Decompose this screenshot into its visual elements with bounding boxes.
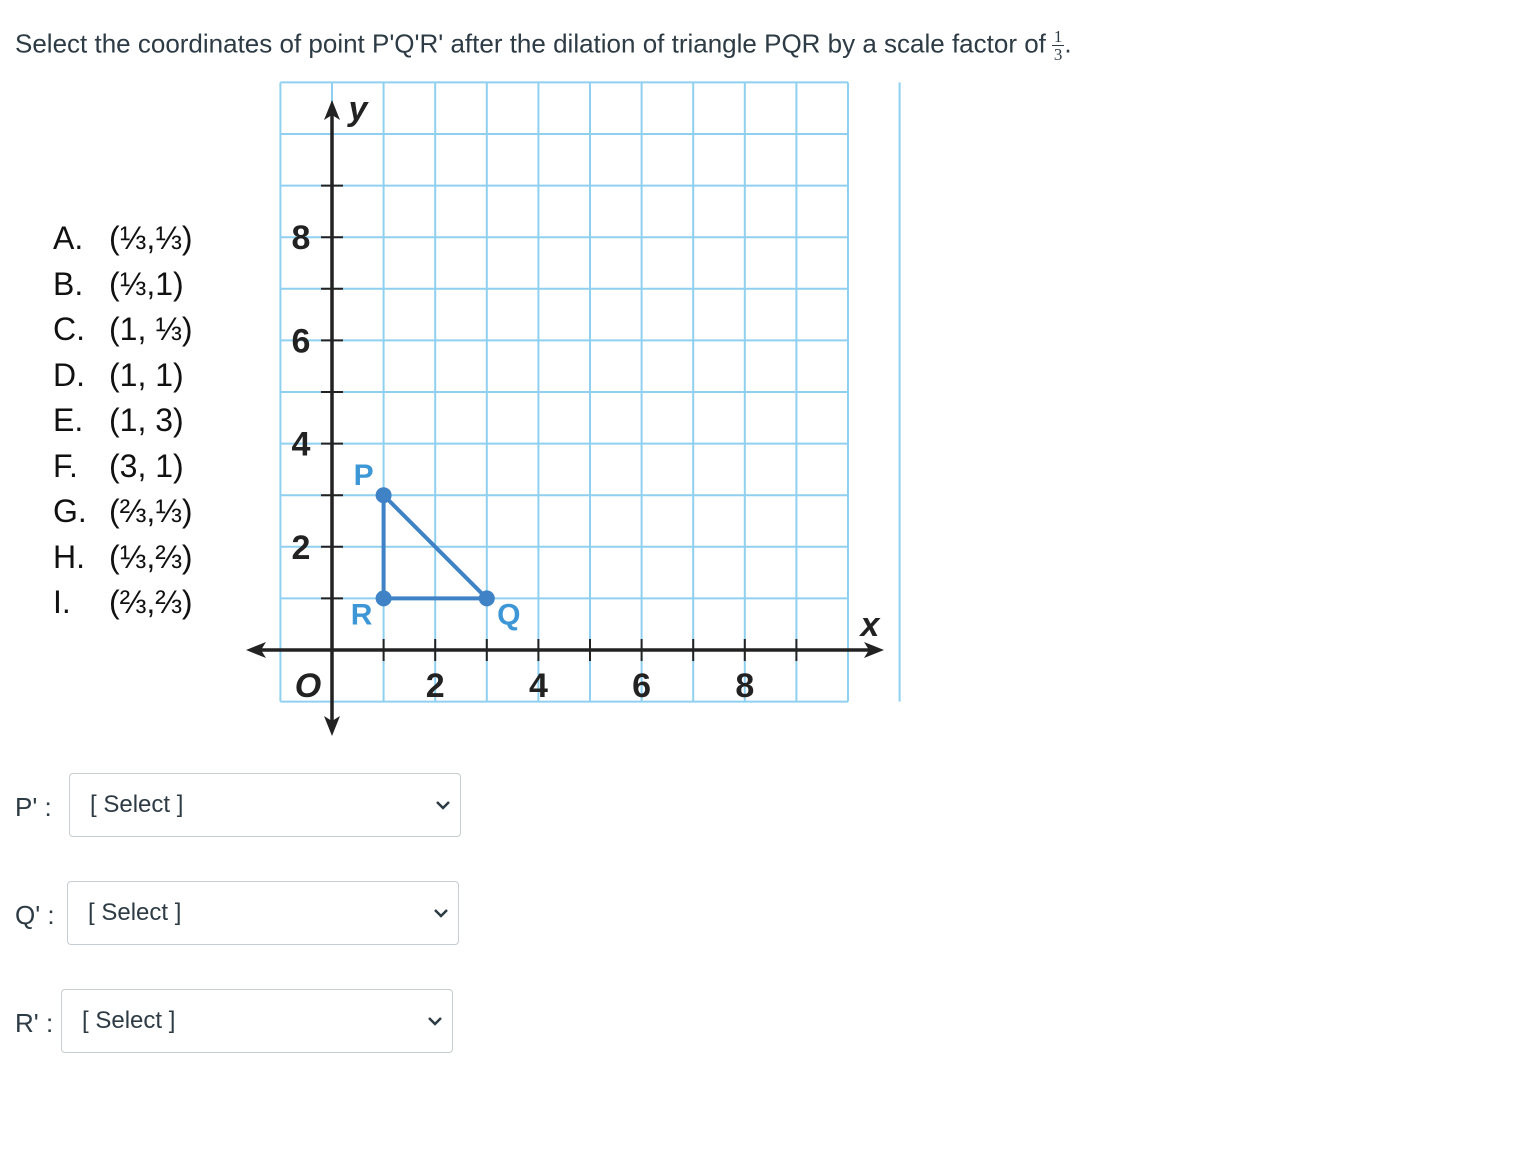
fraction-denominator: 3 [1053,45,1063,64]
option-letter: F. [53,447,78,484]
select-r-prime[interactable]: [ Select ] [61,989,453,1053]
chevron-down-icon [434,909,448,918]
vertex-label-r: R [351,598,373,631]
option-value: (⅓,⅓) [109,220,193,256]
vertex-label-q: Q [497,598,520,631]
option-item: H. (⅓,⅔) [53,535,193,581]
option-item: E. (1, 3) [53,398,193,444]
y-axis-arrow-up [324,100,340,120]
x-axis-arrow-left [246,642,266,658]
x-tick-label: 6 [632,667,651,705]
option-item: D. (1, 1) [53,353,193,399]
answer-row-q: Q' : [15,900,55,931]
origin-label: O [295,667,321,705]
answer-label-q: Q' : [15,900,55,930]
answer-label-r: R' : [15,1008,54,1038]
option-item: G. (⅔,⅓) [53,489,193,535]
option-value: (⅓,⅔) [109,538,193,575]
option-item: I. (⅔,⅔) [53,580,193,626]
y-axis-label: y [347,90,370,128]
y-tick-label: 8 [292,219,311,257]
triangle-pqr [381,490,492,601]
x-tick-label: 8 [735,667,754,705]
y-tick-label: 2 [292,529,311,567]
option-letter: E. [53,402,84,438]
select-p-prime[interactable]: [ Select ] [69,773,461,837]
vertex-r [375,590,392,607]
option-value: (1, 3) [109,402,184,438]
option-value: (1, 1) [109,356,184,393]
y-axis-arrow-down [324,716,340,736]
vertex-p [375,487,392,504]
select-value: [ Select ] [82,1007,176,1034]
coordinate-graph: 2 4 6 8 2 4 6 8 Ox y P Q R [246,81,901,736]
x-tick-label: 4 [529,667,548,705]
chevron-down-icon [428,1017,442,1026]
option-value: (⅓,1) [109,265,184,302]
option-item: B. (⅓,1) [53,262,193,308]
vertex-label-p: P [354,459,374,492]
chevron-down-icon [436,801,450,810]
x-axis-arrow-right [864,642,884,658]
question-period: . [1064,28,1072,59]
option-letter: I. [53,584,71,620]
x-axis-label: x [859,606,882,644]
option-value: (⅔,⅔) [109,584,193,620]
vertex-q [478,590,495,607]
question-prompt: Select the coordinates of point P'Q'R' a… [15,28,1046,59]
answer-label-p: P' : [15,792,52,822]
y-tick-label: 6 [292,322,311,360]
option-letter: C. [53,311,85,347]
option-value: (3, 1) [109,447,184,484]
option-letter: D. [53,356,85,393]
y-tick-label: 4 [292,426,311,464]
option-letter: A. [53,220,84,256]
option-letter: G. [53,493,87,529]
option-item: C. (1, ⅓) [53,307,193,353]
select-q-prime[interactable]: [ Select ] [67,881,459,945]
answer-row-p: P' : [15,792,52,823]
option-item: A. (⅓,⅓) [53,216,193,262]
x-tick-label: 2 [426,667,445,705]
option-letter: H. [53,538,85,575]
option-letter: B. [53,265,84,302]
fraction-numerator: 1 [1051,27,1065,46]
select-value: [ Select ] [90,791,184,818]
answer-row-r: R' : [15,1008,53,1039]
option-item: F. (3, 1) [53,444,193,490]
option-value: (⅔,⅓) [109,493,193,529]
question-text: Select the coordinates of point P'Q'R' a… [15,28,1072,63]
select-value: [ Select ] [88,899,182,926]
option-value: (1, ⅓) [109,311,193,347]
option-list: A. (⅓,⅓) B. (⅓,1) C. (1, ⅓) D. (1, 1) E. (1, 3) F.… [53,216,193,626]
